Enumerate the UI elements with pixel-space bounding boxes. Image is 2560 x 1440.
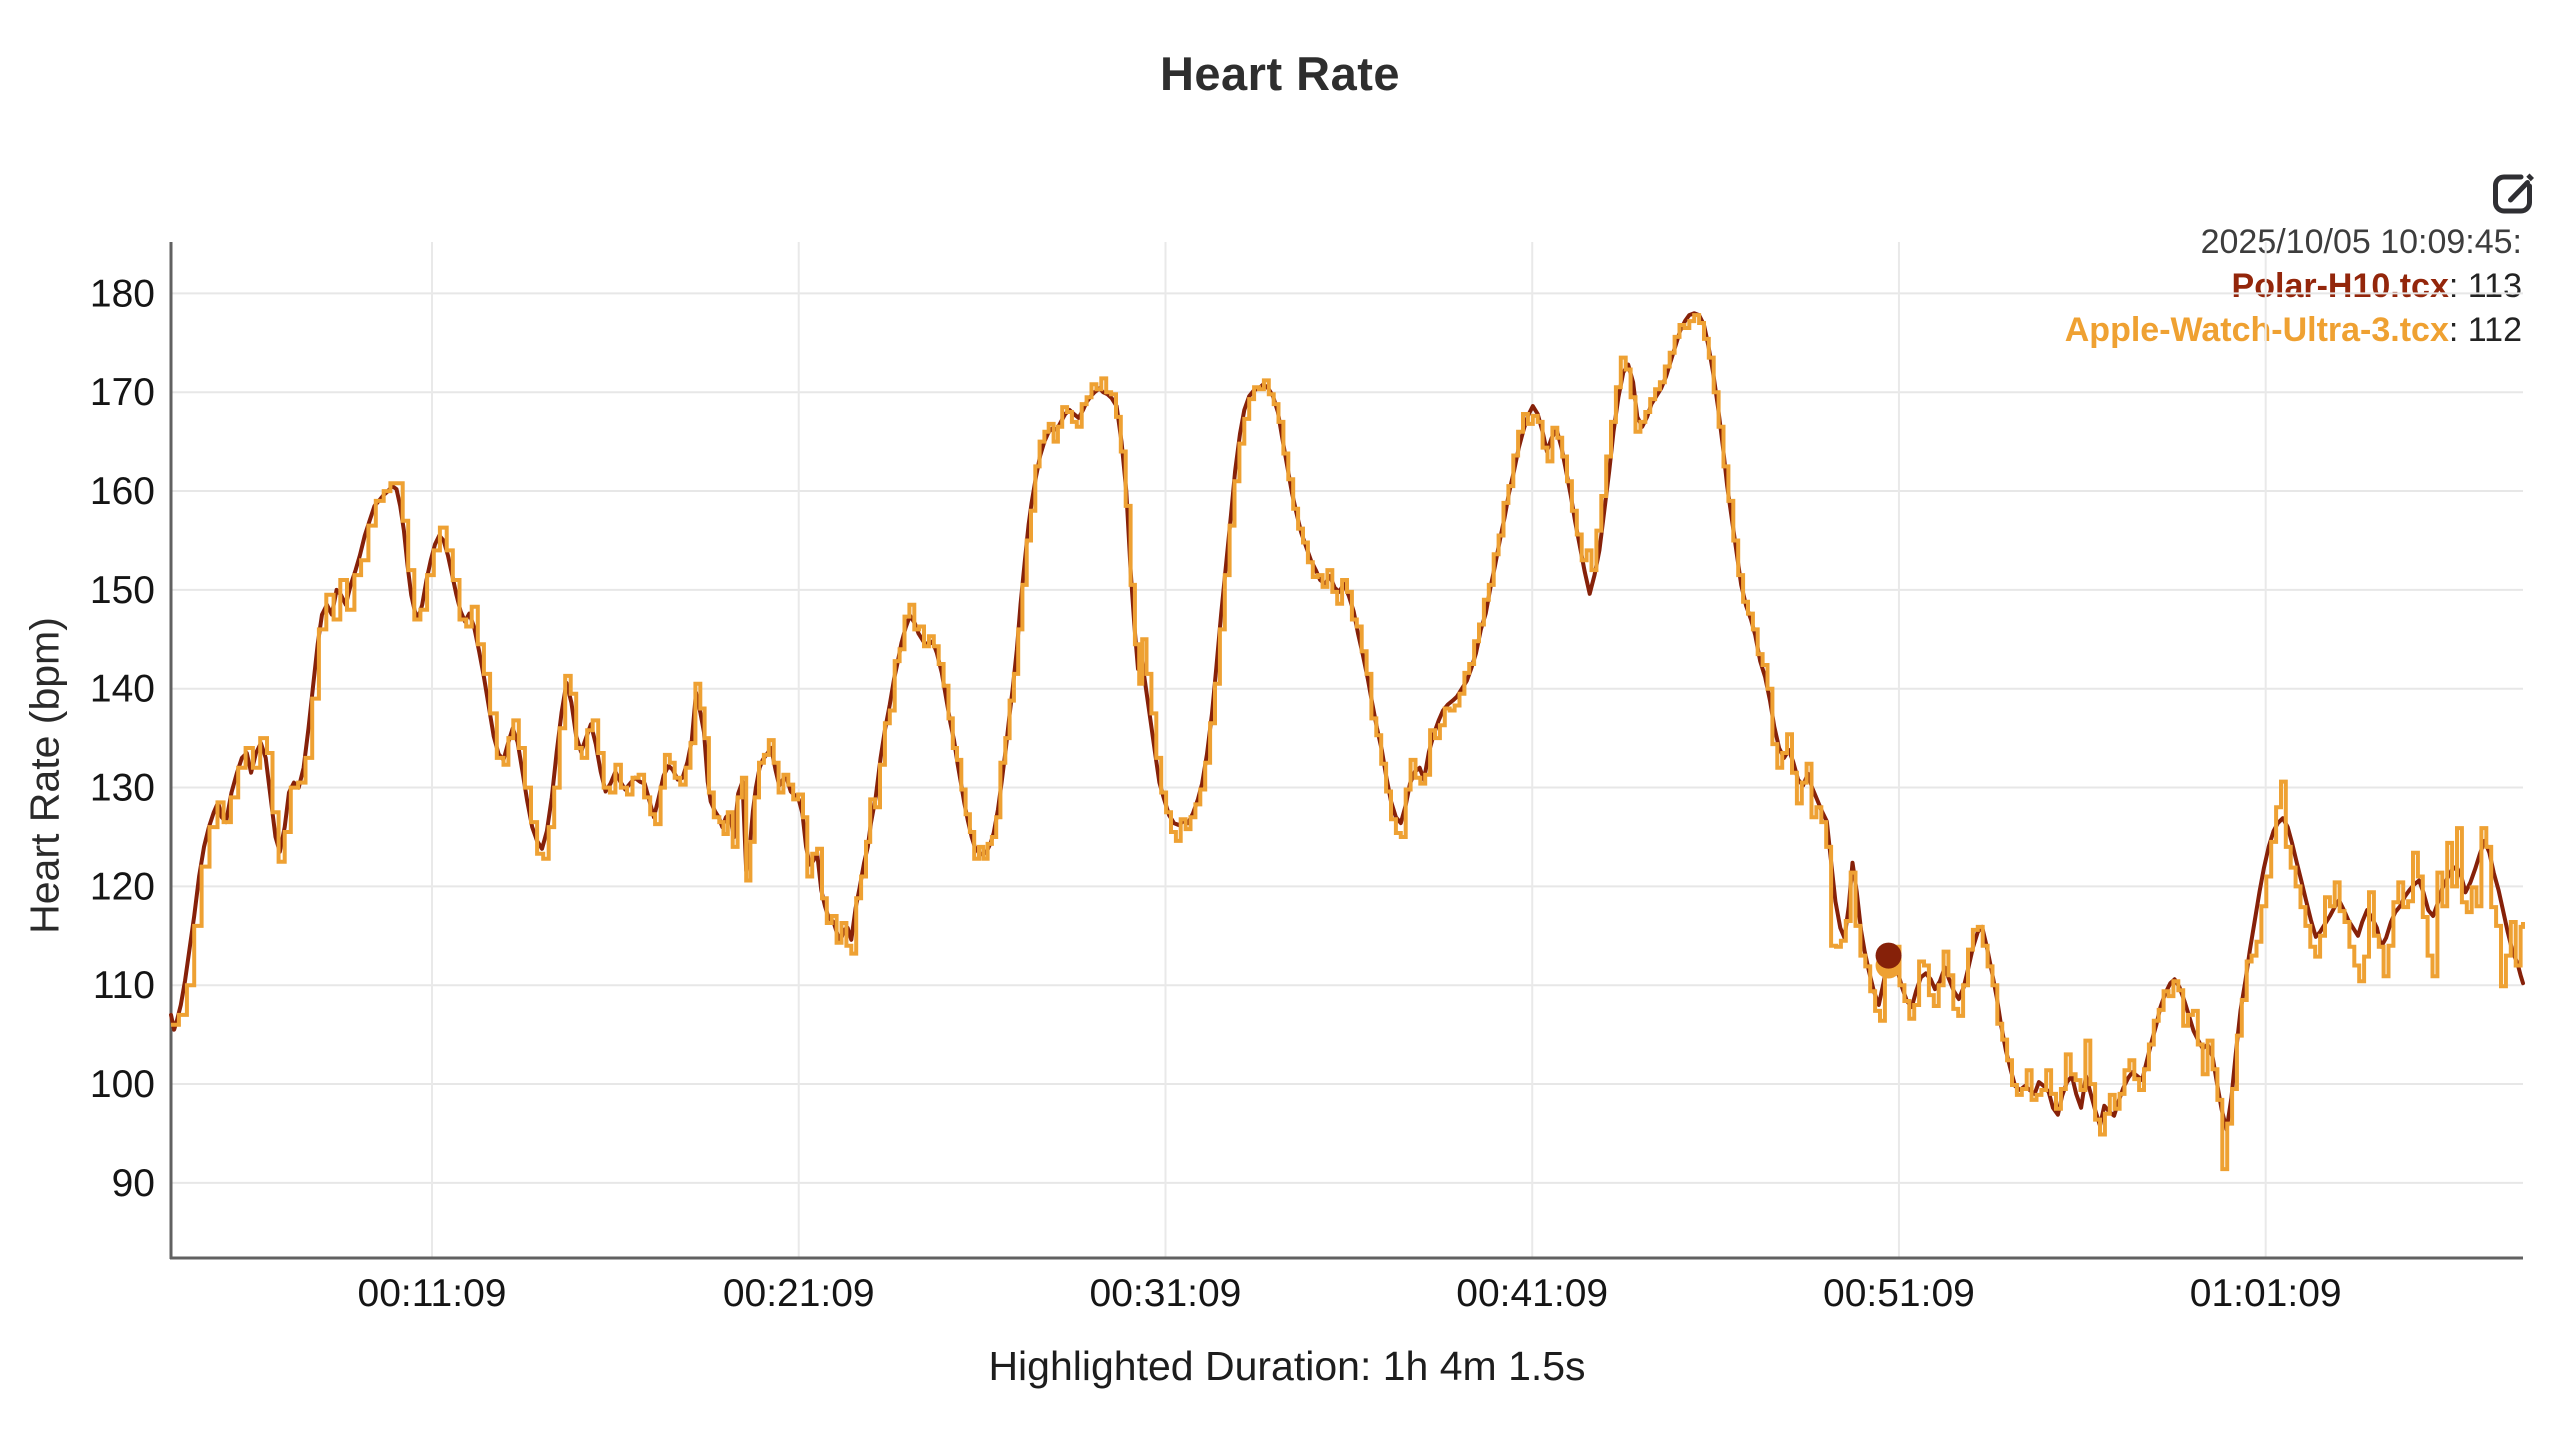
x-tick-label: 00:31:09 bbox=[1090, 1272, 1242, 1315]
apple-watch-series-line bbox=[171, 313, 2525, 1172]
legend-value-apple-watch: 112 bbox=[2467, 311, 2522, 349]
y-tick-label: 160 bbox=[90, 470, 155, 513]
y-axis-title: Heart Rate (bpm) bbox=[21, 617, 68, 934]
x-tick-label: 00:21:09 bbox=[723, 1272, 875, 1315]
y-tick-label: 90 bbox=[112, 1162, 155, 1205]
cursor-dot-polar bbox=[1875, 942, 1902, 969]
y-tick-label: 120 bbox=[90, 865, 155, 908]
legend-label-polar: Polar-H10.tcx bbox=[2231, 267, 2449, 305]
legend-row-polar[interactable]: Polar-H10.tcx: 113 bbox=[2231, 267, 2522, 305]
y-tick-label: 170 bbox=[90, 371, 155, 414]
x-tick-label: 01:01:09 bbox=[2190, 1272, 2342, 1315]
edit-compose-icon bbox=[2489, 173, 2539, 221]
y-tick-label: 180 bbox=[90, 272, 155, 315]
y-tick-label: 130 bbox=[90, 767, 155, 810]
highlighted-duration-caption: Highlighted Duration: 1h 4m 1.5s bbox=[988, 1343, 1586, 1389]
x-tick-label: 00:51:09 bbox=[1823, 1272, 1975, 1315]
x-tick-label: 00:11:09 bbox=[358, 1272, 507, 1315]
y-tick-label: 110 bbox=[93, 964, 155, 1007]
legend-row-apple-watch[interactable]: Apple-Watch-Ultra-3.tcx: 112 bbox=[2064, 311, 2522, 349]
legend-label-apple-watch: Apple-Watch-Ultra-3.tcx bbox=[2064, 311, 2449, 349]
y-tick-label: 140 bbox=[90, 668, 155, 711]
x-tick-label: 00:41:09 bbox=[1456, 1272, 1608, 1315]
hover-legend: 2025/10/05 10:09:45: Polar-H10.tcx: 113 … bbox=[2065, 220, 2522, 352]
polar-series-line bbox=[169, 311, 2525, 1132]
y-tick-label: 100 bbox=[90, 1063, 155, 1106]
y-tick-label: 150 bbox=[90, 569, 155, 612]
page-title: Heart Rate bbox=[1159, 47, 1401, 100]
edit-annotation-button[interactable] bbox=[2489, 168, 2539, 218]
legend-value-polar: 113 bbox=[2467, 267, 2522, 305]
hover-timestamp: 2025/10/05 10:09:45: bbox=[2200, 223, 2522, 261]
